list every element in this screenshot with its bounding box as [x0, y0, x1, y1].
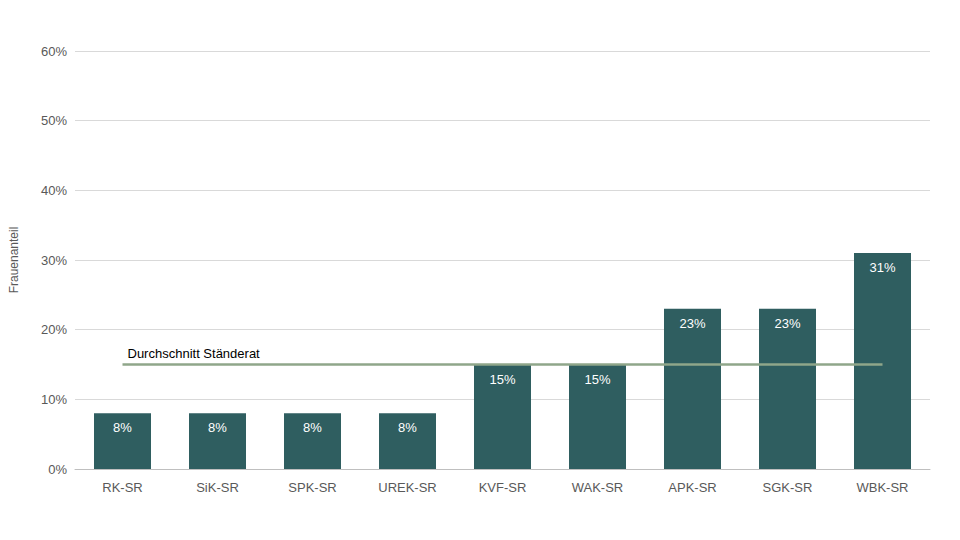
svg-text:60%: 60% — [41, 44, 67, 59]
svg-text:UREK-SR: UREK-SR — [378, 480, 437, 495]
svg-text:SPK-SR: SPK-SR — [288, 480, 336, 495]
svg-text:10%: 10% — [41, 392, 67, 407]
svg-text:50%: 50% — [41, 113, 67, 128]
svg-text:SGK-SR: SGK-SR — [763, 480, 813, 495]
svg-text:8%: 8% — [113, 420, 132, 435]
svg-text:Durchschnitt Ständerat: Durchschnitt Ständerat — [128, 346, 261, 361]
svg-text:31%: 31% — [869, 260, 895, 275]
svg-text:40%: 40% — [41, 183, 67, 198]
svg-text:15%: 15% — [584, 372, 610, 387]
svg-text:APK-SR: APK-SR — [668, 480, 716, 495]
svg-text:23%: 23% — [679, 316, 705, 331]
svg-text:15%: 15% — [489, 372, 515, 387]
svg-text:8%: 8% — [208, 420, 227, 435]
svg-text:WBK-SR: WBK-SR — [857, 480, 909, 495]
svg-text:SiK-SR: SiK-SR — [196, 480, 239, 495]
svg-text:RK-SR: RK-SR — [102, 480, 142, 495]
svg-text:WAK-SR: WAK-SR — [572, 480, 624, 495]
svg-text:8%: 8% — [303, 420, 322, 435]
svg-text:0%: 0% — [48, 462, 67, 477]
svg-text:8%: 8% — [398, 420, 417, 435]
svg-text:23%: 23% — [774, 316, 800, 331]
svg-text:30%: 30% — [41, 253, 67, 268]
svg-text:Frauenanteil: Frauenanteil — [7, 227, 21, 294]
svg-text:20%: 20% — [41, 322, 67, 337]
svg-text:KVF-SR: KVF-SR — [479, 480, 527, 495]
